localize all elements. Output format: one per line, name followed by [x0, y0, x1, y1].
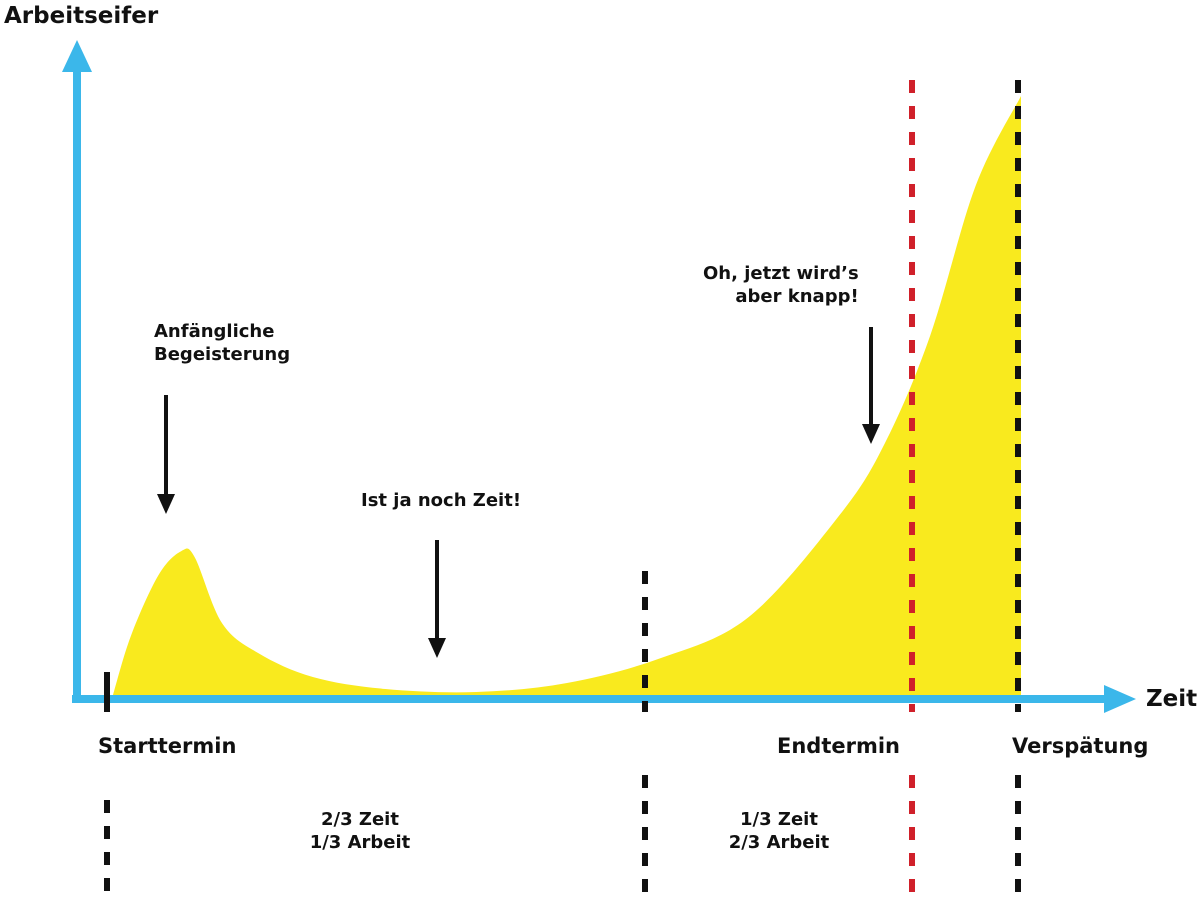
endtermin-label: Endtermin	[777, 734, 900, 758]
effort-curve-area	[113, 96, 1021, 695]
arrow-noch-zeit-head	[428, 638, 446, 658]
phase-one-work: 1/3 Arbeit	[309, 832, 411, 854]
phase-one-text: 2/3 Zeit 1/3 Arbeit	[290, 808, 430, 855]
phase-two-work: 2/3 Arbeit	[728, 832, 830, 854]
phase-two-time: 1/3 Zeit	[740, 809, 818, 830]
x-axis-arrowhead	[1104, 685, 1136, 713]
arrow-knapp-head	[862, 424, 880, 444]
annotation-begeisterung: Anfängliche Begeisterung	[154, 320, 290, 367]
annotation-knapp-line-2: aber knapp!	[735, 286, 859, 308]
annotation-begeisterung-line-2: Begeisterung	[154, 344, 291, 366]
annotation-begeisterung-line-1: Anfängliche	[154, 321, 275, 342]
phase-two-text: 1/3 Zeit 2/3 Arbeit	[709, 808, 849, 855]
starttermin-label: Starttermin	[98, 734, 237, 758]
verspaetung-label: Verspätung	[1012, 734, 1149, 758]
annotation-knapp: Oh, jetzt wird’s aber knapp!	[703, 262, 859, 309]
annotation-noch-zeit-line-1: Ist ja noch Zeit!	[361, 490, 522, 511]
arrow-begeisterung-head	[157, 494, 175, 514]
annotation-knapp-line-1: Oh, jetzt wird’s	[703, 263, 859, 284]
annotation-noch-zeit: Ist ja noch Zeit!	[361, 489, 521, 512]
y-axis-arrowhead	[62, 40, 92, 72]
y-axis-label: Arbeitseifer	[4, 3, 159, 29]
phase-one-time: 2/3 Zeit	[321, 809, 399, 830]
x-axis-label: Zeit	[1146, 686, 1198, 712]
